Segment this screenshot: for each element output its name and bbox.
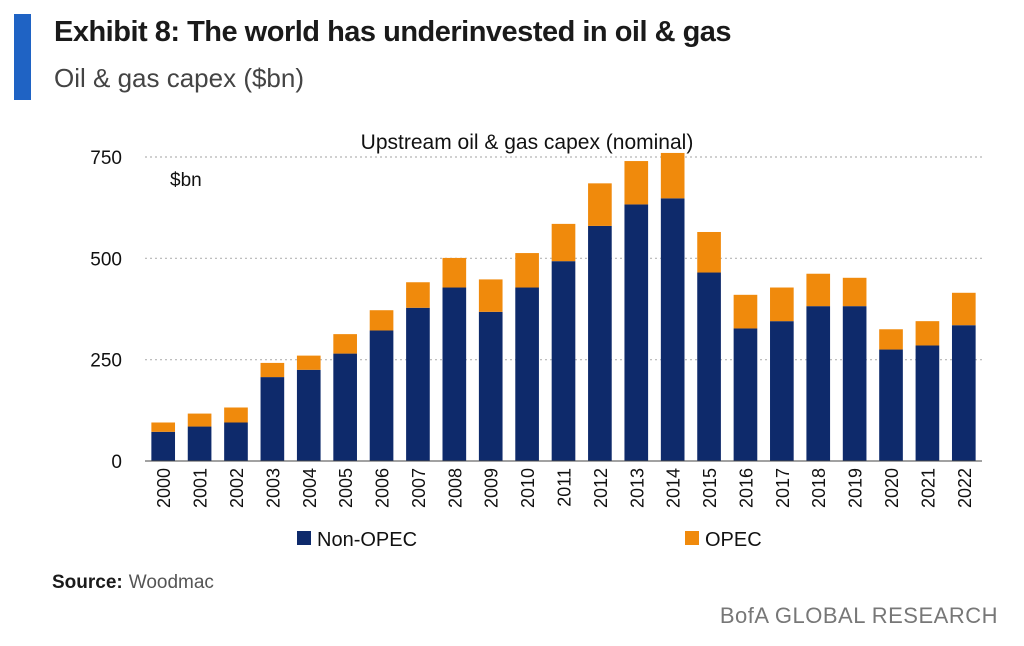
bar-opec-2015 — [697, 231, 721, 273]
x-tick-label: 2000 — [154, 468, 174, 508]
bar-opec-2017 — [770, 287, 794, 322]
x-tick-label: 2014 — [664, 468, 684, 508]
x-tick-label: 2015 — [700, 468, 720, 508]
bar-opec-2021 — [915, 321, 940, 346]
source-value: Woodmac — [128, 572, 214, 593]
bar-opec-2007 — [406, 282, 430, 308]
bar-opec-2002 — [224, 407, 248, 423]
bar-non-opec-2014 — [660, 198, 685, 461]
y-tick-label: 750 — [90, 148, 122, 169]
bar-opec-2010 — [515, 253, 539, 288]
bars — [151, 152, 976, 461]
bar-opec-2018 — [806, 273, 831, 307]
exhibit-title: Exhibit 8: The world has underinvested i… — [54, 16, 732, 48]
legend-label-opec: OPEC — [705, 529, 762, 551]
x-tick-label: 2006 — [373, 468, 393, 508]
unit-label: $bn — [170, 170, 202, 191]
bar-non-opec-2004 — [296, 369, 321, 461]
bar-opec-2000 — [151, 422, 176, 432]
legend: Non-OPEC OPEC — [297, 529, 762, 551]
bar-opec-2012 — [588, 183, 612, 226]
bar-opec-2016 — [733, 294, 758, 329]
bar-opec-2019 — [842, 277, 867, 307]
x-tick-label: 2013 — [627, 468, 647, 508]
y-tick-label: 500 — [90, 249, 122, 270]
accent-bar — [14, 14, 31, 100]
x-tick-label: 2008 — [445, 468, 465, 508]
x-tick-label: 2018 — [809, 468, 829, 508]
x-tick-label: 2003 — [263, 468, 283, 508]
bar-non-opec-2021 — [915, 345, 940, 461]
x-tick-label: 2007 — [409, 468, 429, 508]
legend-swatch-non-opec — [297, 531, 311, 545]
x-tick-label: 2012 — [591, 468, 611, 508]
exhibit-subtitle: Oil & gas capex ($bn) — [54, 63, 305, 93]
bar-opec-2001 — [187, 413, 212, 427]
bar-non-opec-2002 — [224, 422, 248, 461]
bar-non-opec-2016 — [733, 328, 758, 461]
x-tick-label: 2004 — [300, 468, 320, 508]
bar-non-opec-2022 — [951, 325, 976, 461]
y-axis-ticks: 0 250 500 750 — [90, 148, 122, 473]
x-tick-label: 2005 — [336, 468, 356, 508]
y-tick-label: 0 — [111, 452, 122, 473]
bar-opec-2022 — [951, 292, 976, 326]
bar-non-opec-2006 — [369, 330, 394, 461]
bar-opec-2003 — [260, 362, 285, 378]
bar-opec-2008 — [442, 257, 467, 288]
x-tick-label: 2021 — [918, 468, 938, 508]
bar-opec-2004 — [296, 355, 321, 370]
bar-non-opec-2013 — [624, 204, 649, 461]
x-tick-label: 2009 — [482, 468, 502, 508]
bar-opec-2011 — [551, 223, 576, 262]
source-label: Source: — [52, 572, 123, 593]
bar-opec-2020 — [879, 329, 903, 350]
source-note: Source: Woodmac — [52, 572, 214, 594]
x-tick-label: 2020 — [882, 468, 902, 508]
x-axis-ticks: 2000 2001 2002 2003 2004 2005 2006 2007 2008 2009… — [154, 468, 975, 508]
bar-non-opec-2001 — [187, 426, 212, 461]
bar-non-opec-2020 — [879, 349, 903, 461]
x-tick-label: 2019 — [846, 468, 866, 508]
bar-non-opec-2008 — [442, 287, 467, 461]
bar-opec-2013 — [624, 161, 649, 205]
bar-opec-2005 — [333, 334, 357, 354]
bar-non-opec-2000 — [151, 431, 176, 461]
bar-non-opec-2007 — [406, 307, 430, 461]
bar-non-opec-2019 — [842, 306, 867, 461]
x-tick-label: 2022 — [955, 468, 975, 508]
legend-swatch-opec — [685, 531, 699, 545]
bar-non-opec-2003 — [260, 377, 285, 461]
x-tick-label: 2010 — [518, 468, 538, 508]
x-tick-label: 2002 — [227, 468, 247, 508]
x-tick-label: 2001 — [191, 468, 211, 508]
bar-non-opec-2018 — [806, 306, 831, 461]
x-tick-label: 2011 — [555, 468, 575, 507]
bar-non-opec-2015 — [697, 272, 721, 461]
chart-title: Upstream oil & gas capex (nominal) — [361, 131, 694, 154]
brand-footer: BofA GLOBAL RESEARCH — [719, 603, 998, 628]
x-tick-label: 2017 — [773, 468, 793, 508]
bar-non-opec-2010 — [515, 287, 539, 461]
bar-opec-2014 — [660, 152, 685, 199]
x-tick-label: 2016 — [736, 468, 756, 508]
legend-label-non-opec: Non-OPEC — [317, 529, 417, 551]
bar-opec-2006 — [369, 310, 394, 331]
bar-non-opec-2005 — [333, 353, 357, 461]
bar-opec-2009 — [478, 279, 503, 312]
bar-non-opec-2017 — [770, 321, 794, 461]
bar-non-opec-2011 — [551, 261, 576, 461]
bar-non-opec-2009 — [478, 311, 503, 461]
bar-non-opec-2012 — [588, 225, 612, 461]
y-tick-label: 250 — [90, 351, 122, 372]
